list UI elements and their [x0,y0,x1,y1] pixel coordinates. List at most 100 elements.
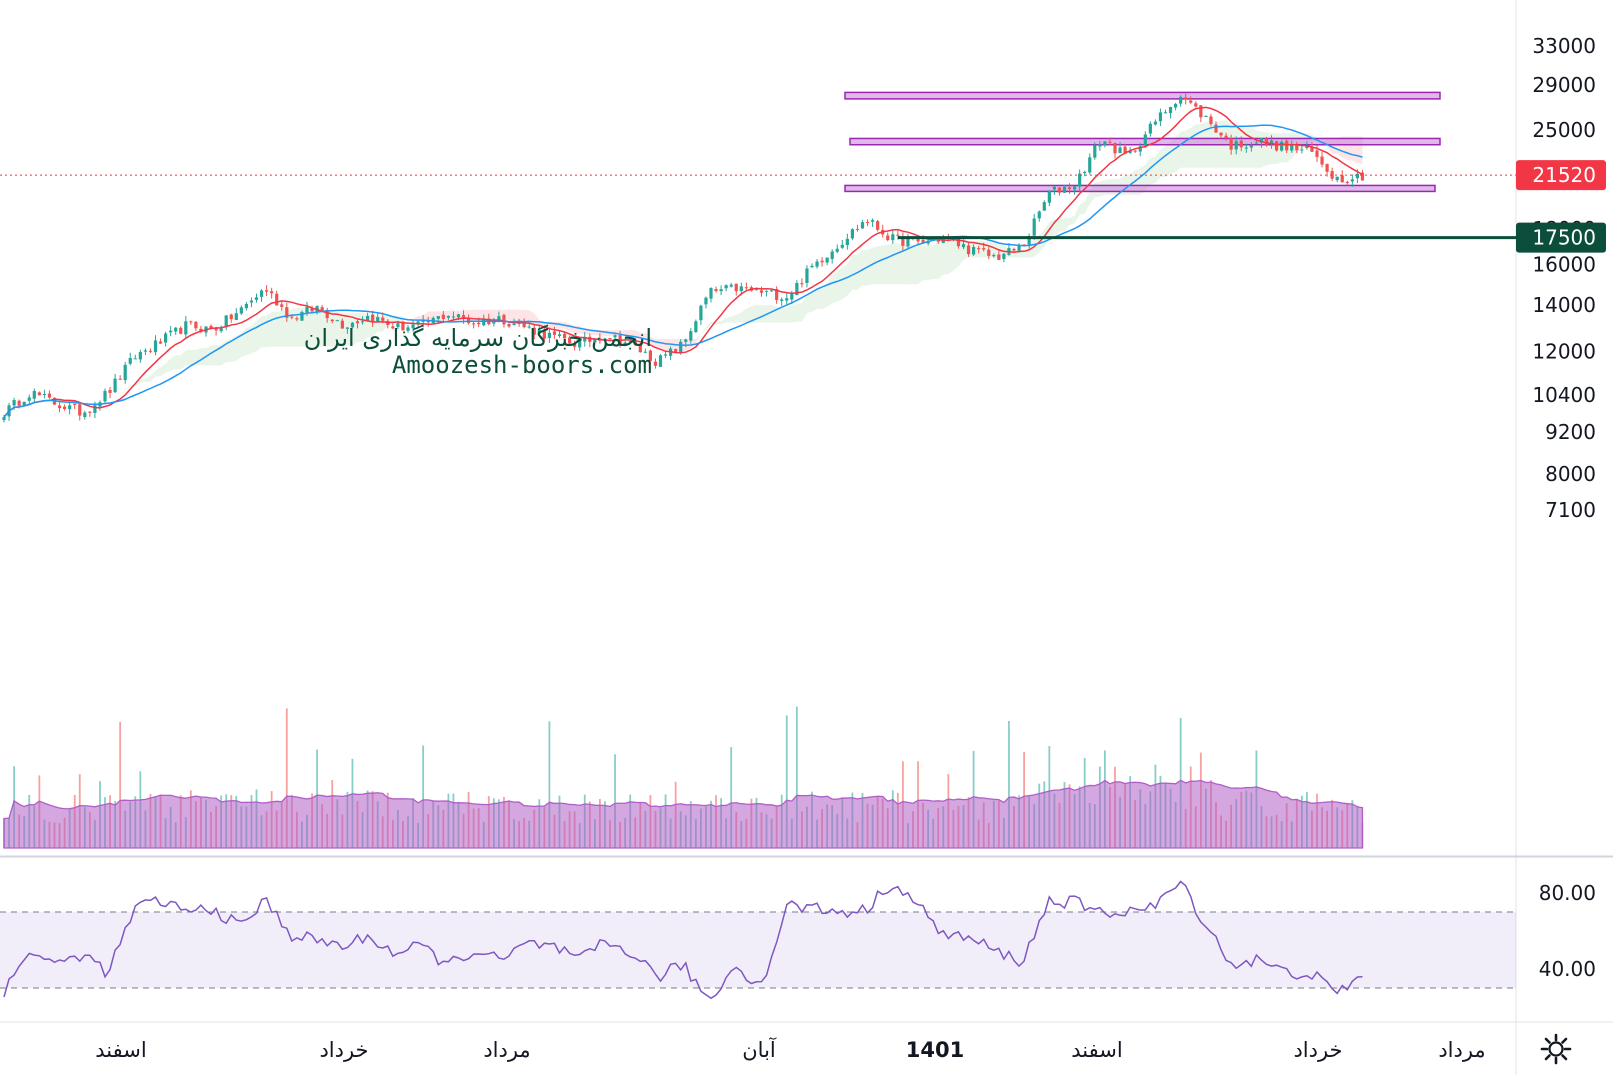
candle-body [88,412,91,413]
horizontal-levels[interactable] [0,175,1516,237]
cloud-segment [1181,131,1186,168]
candle-body [1194,103,1197,106]
candle-body [1169,107,1172,113]
candle-body [1093,146,1096,158]
settings-gear-icon[interactable] [1538,1031,1574,1067]
candle-body [1336,177,1339,180]
candle-body [992,255,995,256]
cloud-segment [1024,248,1029,258]
candle-body [987,250,990,256]
candle-body [866,222,869,223]
candle-body [124,365,127,380]
candle-body [1346,182,1349,183]
price-tick-label: 16000 [1532,253,1596,277]
last-price-label: 21520 [1532,163,1596,187]
cloud-segment [1080,202,1085,215]
candle-body [33,391,36,399]
candle-body [679,342,682,353]
candle-body [699,306,702,320]
candle-body [1108,142,1111,143]
price-tick-label: 9200 [1545,420,1596,444]
candle-body [755,289,758,290]
candle-body [13,400,16,405]
cloud-segment [746,306,751,322]
ichimoku-cloud [0,120,1362,417]
candle-body [1245,148,1248,149]
cloud-segment [519,310,524,322]
candle-body [871,220,874,222]
cloud-segment [731,315,736,323]
candle-body [841,245,844,248]
candle-body [1164,112,1167,113]
candle-body [1250,145,1253,148]
candle-body [336,320,339,321]
cloud-segment [888,243,893,284]
time-tick-label: 1401 [906,1038,964,1062]
cloud-segment [832,272,837,303]
time-tick-label: مرداد [483,1038,530,1062]
candle-body [1154,122,1157,125]
candle-body [1219,133,1222,136]
cloud-segment [873,246,878,284]
candle-body [1058,188,1061,193]
candle-body [1033,219,1036,236]
candle-body [361,321,364,322]
candle-body [1179,97,1182,104]
candle-body [1315,150,1318,156]
candle-body [1118,147,1121,153]
cloud-segment [251,321,256,353]
candle-body [730,285,733,287]
cloud-segment [721,317,726,324]
candle-body [982,248,985,249]
candle-body [1174,104,1177,108]
cloud-segment [1166,142,1171,177]
cloud-segment [842,264,847,299]
candle-body [356,321,359,323]
cloud-segment [1191,124,1196,167]
candle-body [1043,202,1046,210]
candle-body [129,358,132,364]
candle-body [1144,134,1147,145]
candle-body [704,298,707,305]
candle-body [735,284,738,292]
cloud-segment [741,308,746,322]
candle-body [1068,187,1071,189]
candle-body [230,315,233,320]
cloud-segment [878,246,883,285]
candle-body [1225,136,1228,138]
cloud-segment [928,245,933,280]
candle-body [270,291,273,293]
candle-body [861,222,864,228]
zone-box[interactable] [845,185,1435,191]
candle-body [38,392,41,395]
rsi-band [0,912,1516,988]
candle-body [805,269,808,283]
candle-body [331,320,334,321]
cloud-segment [883,245,888,285]
candle-body [851,229,854,238]
candle-body [255,297,258,300]
candle-body [73,404,76,405]
candle-body [144,350,147,351]
candle-body [103,391,106,401]
candle-body [821,261,824,263]
candle-body [1341,175,1344,182]
candle-body [1230,138,1233,149]
cloud-segment [802,295,807,321]
candle-body [836,249,839,252]
candle-body [23,402,26,405]
candle-body [290,317,293,318]
volume-ma [4,780,1362,848]
zone-box[interactable] [845,92,1440,98]
cloud-segment [186,350,191,366]
cloud-segment [145,376,150,382]
candle-body [856,229,859,230]
candle-body [1356,174,1359,178]
candle-body [1275,141,1278,150]
candle-body [785,298,788,300]
candle-body [108,390,111,393]
candle-body [2,417,5,420]
cloud-segment [171,355,176,371]
